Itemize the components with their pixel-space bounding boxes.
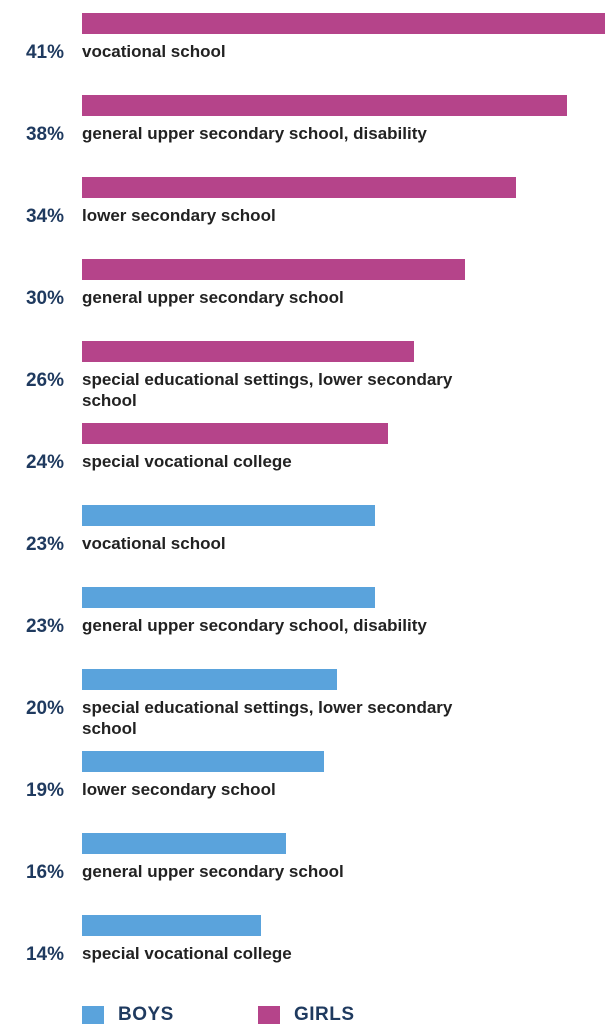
category-label: special vocational college	[82, 452, 292, 471]
bar-boys-9	[82, 751, 324, 772]
percent-label: 20%	[25, 698, 64, 719]
legend-boys-label: BOYS	[118, 1004, 174, 1025]
category-label: general upper secondary school	[82, 862, 344, 881]
legend-boys-swatch	[82, 1006, 104, 1024]
bar-boys-6	[82, 505, 375, 526]
percent-label: 34%	[25, 206, 64, 227]
legend-boys: BOYS	[82, 1004, 174, 1026]
percent-label: 19%	[25, 780, 64, 801]
bar-boys-7	[82, 587, 375, 608]
category-label: general upper secondary school, disabili…	[82, 616, 427, 635]
percent-label: 23%	[25, 534, 64, 555]
percent-label: 26%	[25, 370, 64, 391]
legend-girls: GIRLS	[258, 1004, 355, 1026]
category-label: lower secondary school	[82, 780, 276, 799]
bar-boys-11	[82, 915, 261, 936]
legend-girls-label: GIRLS	[294, 1004, 355, 1025]
bar-girls-1	[82, 95, 567, 116]
bar-girls-2	[82, 177, 516, 198]
category-label: special educational settings, lower seco…	[82, 698, 453, 738]
percent-label: 41%	[25, 42, 64, 63]
percent-label: 24%	[25, 452, 64, 473]
category-label: vocational school	[82, 42, 226, 61]
category-label: general upper secondary school, disabili…	[82, 124, 427, 143]
bar-girls-3	[82, 259, 465, 280]
category-label: vocational school	[82, 534, 226, 553]
percent-label: 38%	[25, 124, 64, 145]
category-label: special educational settings, lower seco…	[82, 370, 453, 410]
bar-boys-8	[82, 669, 337, 690]
category-label: lower secondary school	[82, 206, 276, 225]
bar-girls-0	[82, 13, 605, 34]
bar-girls-4	[82, 341, 414, 362]
percent-label: 16%	[25, 862, 64, 883]
bar-boys-10	[82, 833, 286, 854]
percent-label: 30%	[25, 288, 64, 309]
percent-label: 23%	[25, 616, 64, 637]
category-label: special vocational college	[82, 944, 292, 963]
bar-girls-5	[82, 423, 388, 444]
legend-girls-swatch	[258, 1006, 280, 1024]
category-label: general upper secondary school	[82, 288, 344, 307]
percent-label: 14%	[25, 944, 64, 965]
